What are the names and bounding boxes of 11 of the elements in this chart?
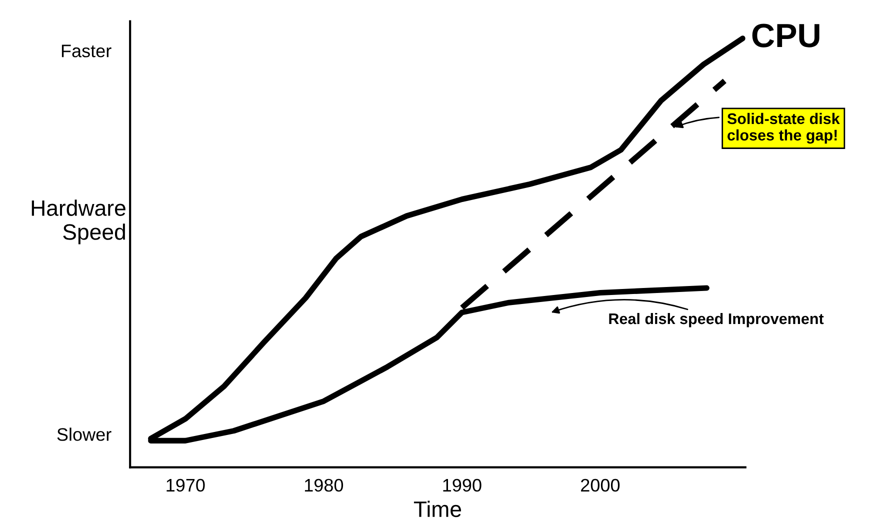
x-axis-title: Time <box>414 500 462 518</box>
text: Faster <box>62 44 112 58</box>
annotation: Real disk speed Improvement <box>609 312 824 328</box>
x-tick-label: 1980 <box>304 478 344 492</box>
text: Slower <box>57 428 112 441</box>
x-tick-label: 1990 <box>443 478 482 492</box>
y-axis-title: Hardware Speed <box>32 200 126 244</box>
series-label: CPU <box>752 24 820 48</box>
x-tick-label: 2000 <box>581 478 620 492</box>
x-tick-label: 1970 <box>166 478 205 492</box>
annotation: Solid-state disk closes the gap! <box>727 112 840 144</box>
